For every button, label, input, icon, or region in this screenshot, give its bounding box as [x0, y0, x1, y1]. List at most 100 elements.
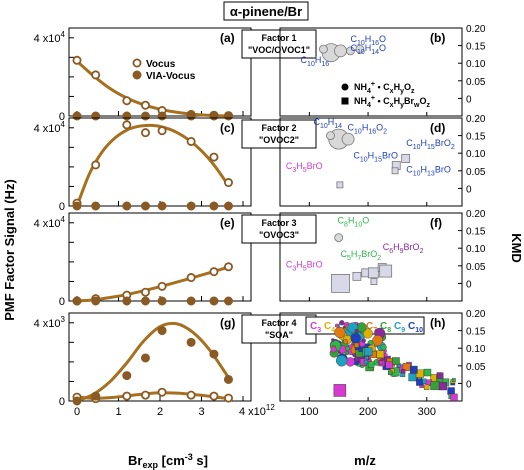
vocus-point — [91, 160, 101, 170]
fit-curve — [76, 60, 227, 118]
vocus-point — [157, 281, 167, 291]
formula-label: C10H14O — [350, 43, 386, 56]
kmd-point — [388, 370, 393, 375]
kmd-point — [335, 355, 348, 367]
kmd-tick-label: 0.10 — [466, 244, 486, 255]
kmd-point — [333, 384, 347, 397]
vocus-point — [223, 393, 233, 403]
kmd-point — [376, 350, 385, 359]
via-vocus-point — [91, 111, 101, 121]
via-vocus-point — [140, 353, 150, 363]
factor-label: Factor 3 — [261, 218, 296, 228]
factor-description: "VOC/OVOC1" — [248, 45, 310, 55]
legend-marker — [132, 70, 142, 80]
formula-label: C10H14 — [313, 117, 342, 130]
legend-marker — [132, 58, 142, 68]
formula-label: C5H7BrO2 — [340, 249, 381, 262]
y-tick-label: 0 — [59, 111, 65, 123]
panel-frame — [279, 117, 463, 207]
vocus-point — [223, 262, 233, 272]
vocus-point — [91, 70, 101, 80]
factor-box — [241, 29, 317, 59]
kmd-point — [331, 273, 350, 293]
kmd-point — [350, 333, 361, 344]
kmd-tick-label: 0.20 — [466, 309, 486, 320]
kmd-point — [380, 344, 387, 351]
via-vocus-point — [209, 296, 219, 306]
kmd-point — [450, 393, 458, 401]
factor-description: "OVOC2" — [259, 135, 299, 145]
panel-frame — [279, 212, 463, 302]
kmd-point — [334, 44, 347, 58]
panel-letter: (e) — [220, 216, 235, 230]
legend-entry: NH4+ • CxHyBrwOz — [354, 95, 430, 109]
figure-title-box: α-pinene/Br — [223, 1, 309, 21]
via-vocus-point — [186, 111, 196, 121]
kmd-point — [416, 379, 423, 386]
kmd-point — [391, 167, 399, 175]
via-vocus-point — [72, 201, 82, 211]
kmd-tick-label: 0.20 — [466, 114, 486, 125]
factor-description: "OVOC3" — [259, 230, 299, 240]
kmd-point — [363, 359, 369, 365]
vocus-point — [223, 178, 233, 188]
kmd-point — [423, 368, 432, 377]
legend-marker — [341, 97, 349, 105]
fit-curve — [75, 123, 228, 207]
panel-letter: (c) — [220, 121, 235, 135]
factor-box — [241, 119, 317, 149]
kmd-point — [372, 335, 384, 346]
kmd-tick-label: 0.10 — [466, 344, 486, 355]
kmd-point — [370, 278, 378, 286]
kmd-tick-label: 0.10 — [466, 59, 486, 70]
factor-box — [241, 214, 317, 244]
kmd-point — [438, 382, 447, 391]
right-panel-1: 0.20 0.15 0.10 0.05 0 (d) C10H14 C10H16O2 C10H15… — [279, 114, 486, 207]
kmd-point — [423, 384, 430, 390]
via-vocus-point — [91, 201, 101, 211]
kmd-tick-label: 0.05 — [466, 77, 486, 88]
formula-label: C10H16O2 — [348, 122, 388, 135]
left-panel-2: 0 4 x104 (e) Factor 3 "OVOC3" — [34, 212, 317, 308]
panel-frame — [279, 312, 463, 402]
kmd-point — [379, 264, 393, 278]
vocus-point — [209, 267, 219, 277]
x-tick-label: 4 x1012 — [239, 403, 275, 418]
via-vocus-point — [91, 296, 101, 306]
vocus-point — [209, 391, 219, 401]
kmd-point — [343, 339, 349, 345]
via-vocus-point — [140, 111, 150, 121]
formula-label: C10H15BrO2 — [406, 138, 455, 151]
via-vocus-point — [140, 201, 150, 211]
via-vocus-point — [72, 296, 82, 306]
vocus-point — [122, 96, 132, 106]
kmd-point — [392, 357, 400, 365]
panel-letter: (f) — [430, 216, 442, 230]
kmd-point — [354, 342, 360, 348]
formula-label: C10H16 — [301, 55, 330, 68]
kmd-tick-label: 0.10 — [466, 149, 486, 160]
via-vocus-point — [157, 111, 167, 121]
vocus-point — [72, 55, 82, 65]
via-vocus-point — [186, 296, 196, 306]
mz-tick-label: 300 — [418, 406, 436, 418]
vocus-point — [186, 273, 196, 283]
right-y-axis-label: KMD — [509, 233, 524, 263]
panel-letter: (b) — [430, 31, 445, 45]
via-vocus-point — [122, 111, 132, 121]
formula-label: C10H13BrO — [406, 165, 451, 178]
kmd-point — [367, 267, 379, 279]
formula-label: C10H15BrO — [353, 150, 398, 163]
kmd-tick-label: 0.15 — [466, 227, 486, 238]
y-tick-label: 4 x104 — [34, 215, 66, 230]
kmd-point — [331, 338, 335, 342]
vocus-point — [140, 390, 150, 400]
kmd-point — [345, 346, 350, 351]
y-tick-label: 4 x104 — [34, 120, 66, 135]
kmd-point — [319, 44, 328, 54]
y-tick-label: 4 x104 — [34, 30, 66, 45]
y-tick-label: 0 — [59, 296, 65, 308]
via-vocus-point — [122, 296, 132, 306]
kmd-tick-label: 0 — [466, 379, 472, 390]
